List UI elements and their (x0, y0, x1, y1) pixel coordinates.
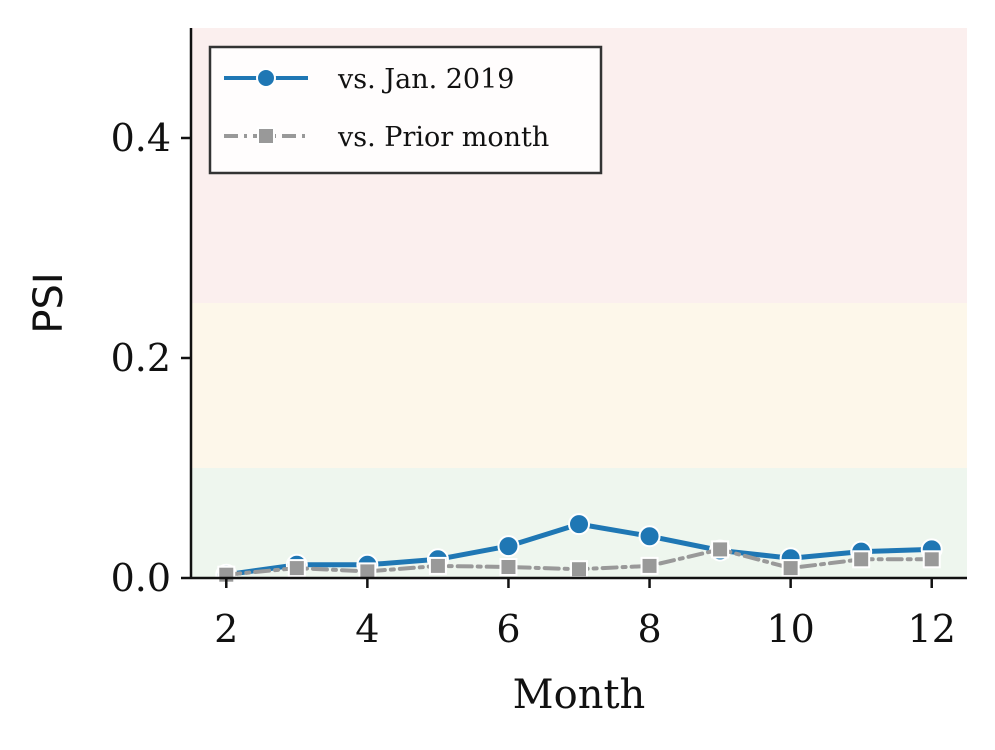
medium-psi-band (191, 303, 967, 468)
y-axis-title: PSI (26, 272, 72, 333)
legend-label-jan-2019: vs. Jan. 2019 (337, 64, 514, 95)
x-tick-label: 4 (355, 607, 379, 651)
legend-marker-jan-2019 (256, 68, 276, 88)
data-point-jan-2019 (497, 535, 520, 558)
data-point-prior-month (570, 560, 588, 579)
x-tick-label: 2 (214, 607, 238, 651)
data-point-prior-month (852, 550, 871, 569)
y-tick-label: 0.2 (111, 336, 171, 380)
data-point-jan-2019 (638, 525, 661, 548)
legend-marker-prior-month (257, 127, 275, 145)
y-ticks: 0.0 0.2 0.4 (111, 116, 191, 600)
data-point-prior-month (711, 540, 730, 559)
x-tick-label: 6 (496, 607, 520, 651)
data-point-prior-month (640, 556, 659, 575)
data-point-prior-month (287, 559, 306, 578)
data-point-prior-month (781, 559, 800, 578)
x-tick-label: 8 (637, 607, 661, 651)
legend-label-prior-month: vs. Prior month (337, 122, 549, 153)
x-ticks: 2 4 6 8 10 12 (214, 578, 956, 651)
axes (189, 28, 967, 580)
x-axis-title: Month (513, 672, 646, 718)
data-point-prior-month (922, 550, 941, 569)
series-layer (215, 513, 943, 586)
y-tick-label: 0.0 (111, 556, 171, 600)
legend-frame (208, 45, 603, 175)
legend: vs. Jan. 2019 vs. Prior month (208, 45, 603, 175)
x-tick-label: 10 (766, 607, 814, 651)
data-point-prior-month (499, 558, 518, 576)
y-tick-label: 0.4 (111, 116, 171, 160)
data-point-jan-2019 (568, 513, 590, 536)
x-tick-label: 12 (908, 607, 956, 651)
data-point-prior-month (428, 556, 447, 575)
